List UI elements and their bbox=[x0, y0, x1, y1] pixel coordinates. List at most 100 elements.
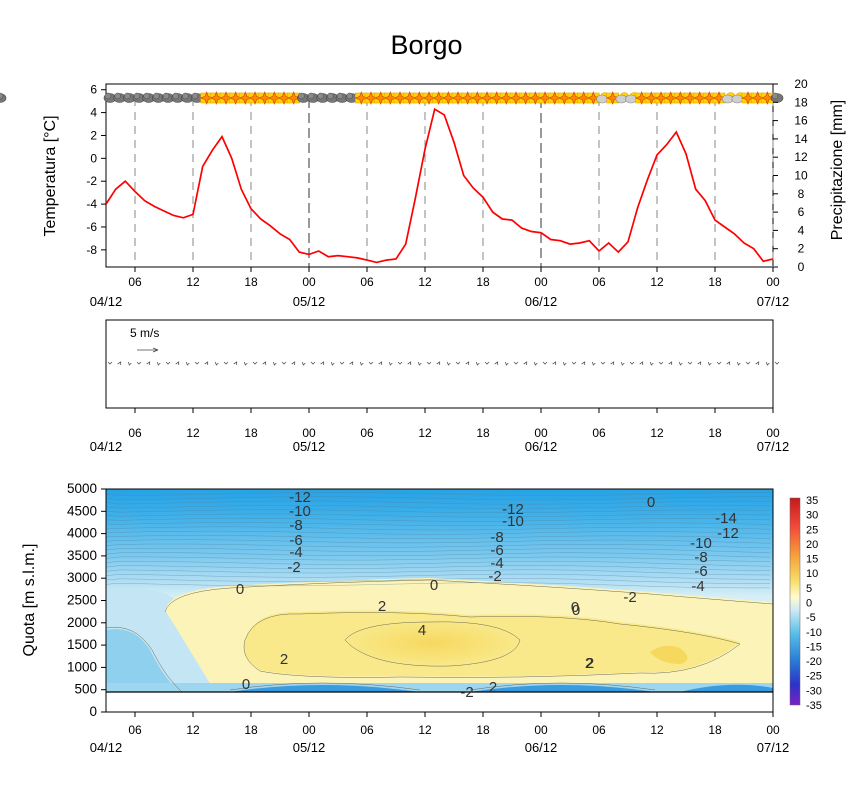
colorbar-label: 0 bbox=[806, 598, 812, 610]
wind-barb bbox=[281, 361, 287, 365]
wind-barb bbox=[658, 361, 664, 365]
cloud-icon bbox=[142, 92, 155, 103]
colorbar-label: -25 bbox=[806, 671, 822, 683]
precipitation-tick-label: 10 bbox=[794, 169, 808, 183]
contour-label: 0 bbox=[647, 494, 655, 511]
hour-tick-label: 12 bbox=[186, 723, 200, 737]
isotherm-line bbox=[106, 582, 770, 589]
wind-barb bbox=[716, 361, 722, 365]
hour-tick-label: 18 bbox=[708, 426, 722, 440]
hour-tick-label: 06 bbox=[592, 275, 606, 289]
wind-barb bbox=[465, 361, 470, 365]
isotherm-line bbox=[106, 513, 771, 518]
contour-label: -10 bbox=[289, 503, 311, 520]
contour-label: -6 bbox=[289, 532, 302, 549]
hour-tick-label: 06 bbox=[360, 426, 374, 440]
isotherm-line bbox=[106, 522, 771, 526]
colorbar-label: -20 bbox=[806, 656, 822, 668]
wind-barb bbox=[252, 361, 258, 365]
wind-barb bbox=[504, 361, 509, 366]
contour-label: 2 bbox=[585, 655, 593, 672]
cloud-icon bbox=[316, 92, 329, 103]
wind-barb bbox=[446, 361, 451, 366]
precipitation-tick-label: 0 bbox=[798, 260, 805, 274]
temperature-tick-label: 0 bbox=[90, 151, 97, 165]
hour-tick-label: 06 bbox=[360, 275, 374, 289]
hour-tick-label: 06 bbox=[592, 723, 606, 737]
wind-barb bbox=[649, 361, 654, 366]
altitude-tick-label: 1000 bbox=[67, 659, 97, 674]
wind-barb bbox=[407, 361, 412, 365]
wind-barb bbox=[678, 361, 683, 366]
isotherm-line bbox=[106, 543, 771, 549]
cloud-icon bbox=[326, 92, 339, 103]
colorbar-label: 30 bbox=[806, 510, 818, 522]
temperature-tick-label: 2 bbox=[90, 128, 97, 142]
colorbar-label: 25 bbox=[806, 524, 818, 536]
contour-label: -8 bbox=[289, 517, 302, 534]
wind-barb bbox=[339, 361, 345, 365]
temperature-time-axis: 06 12 18 00 06 12 18 00 06 12 18 00 04/12 05/12 06/12 0… bbox=[90, 267, 789, 309]
isotherm-line bbox=[106, 509, 771, 513]
precipitation-tick-label: 2 bbox=[798, 242, 805, 256]
cloud-icon bbox=[0, 92, 7, 103]
date-tick-label: 05/12 bbox=[293, 740, 326, 755]
isotherm-line bbox=[106, 561, 771, 567]
altitude-tick-label: 5000 bbox=[67, 481, 97, 496]
hour-tick-label: 12 bbox=[418, 275, 432, 289]
contour-label: -14 bbox=[715, 510, 737, 527]
wind-barb bbox=[262, 361, 267, 365]
cloud-icon bbox=[113, 92, 126, 103]
hour-tick-label: 00 bbox=[766, 723, 780, 737]
wind-barb bbox=[426, 361, 432, 365]
wind-barb bbox=[513, 361, 519, 365]
cloud-icon bbox=[181, 92, 194, 103]
cloud-icon bbox=[103, 92, 117, 103]
isotherm-line bbox=[106, 578, 770, 584]
colorbar-label: 15 bbox=[806, 554, 818, 566]
altitude-tick-label: 3000 bbox=[67, 570, 97, 585]
contour-label: -10 bbox=[690, 535, 712, 552]
hour-tick-label: 06 bbox=[592, 426, 606, 440]
cloud-icon bbox=[152, 92, 165, 103]
wind-barb bbox=[436, 361, 441, 365]
hour-tick-label: 18 bbox=[708, 723, 722, 737]
wind-barb bbox=[146, 361, 151, 365]
wind-barb bbox=[484, 361, 490, 365]
wind-barb bbox=[388, 361, 393, 366]
wind-barb bbox=[194, 361, 200, 365]
isotherm-line bbox=[106, 535, 771, 539]
hour-tick-label: 06 bbox=[128, 426, 142, 440]
hour-tick-label: 06 bbox=[360, 723, 374, 737]
hour-tick-label: 00 bbox=[302, 275, 316, 289]
wind-barb bbox=[320, 361, 325, 365]
wind-barb bbox=[755, 361, 760, 365]
contour-label: 4 bbox=[418, 622, 426, 639]
contour-label: -8 bbox=[490, 529, 503, 546]
wind-barb bbox=[726, 361, 731, 365]
contour-label: 0 bbox=[430, 577, 438, 594]
contour-label: -12 bbox=[717, 525, 739, 542]
wind-barb bbox=[349, 361, 354, 365]
wind-barb bbox=[378, 361, 383, 365]
isotherm-line bbox=[164, 579, 773, 613]
wind-barb bbox=[127, 361, 132, 366]
hour-tick-label: 18 bbox=[476, 275, 490, 289]
wind-barb bbox=[591, 361, 596, 366]
temperature-tick-label: 4 bbox=[90, 106, 97, 120]
isotherm-line bbox=[106, 530, 771, 535]
cloud-icon bbox=[190, 92, 204, 103]
wind-barb bbox=[745, 361, 751, 365]
colorbar-label: 10 bbox=[806, 568, 818, 580]
weather-symbols bbox=[0, 91, 784, 105]
wind-barb bbox=[552, 361, 557, 365]
isotherm-line bbox=[106, 518, 771, 522]
date-tick-label: 06/12 bbox=[525, 740, 558, 755]
contour-label: 0 bbox=[571, 599, 579, 616]
wind-barb bbox=[581, 361, 586, 365]
contour-label: -6 bbox=[490, 542, 503, 559]
isotherm-line bbox=[106, 552, 771, 558]
